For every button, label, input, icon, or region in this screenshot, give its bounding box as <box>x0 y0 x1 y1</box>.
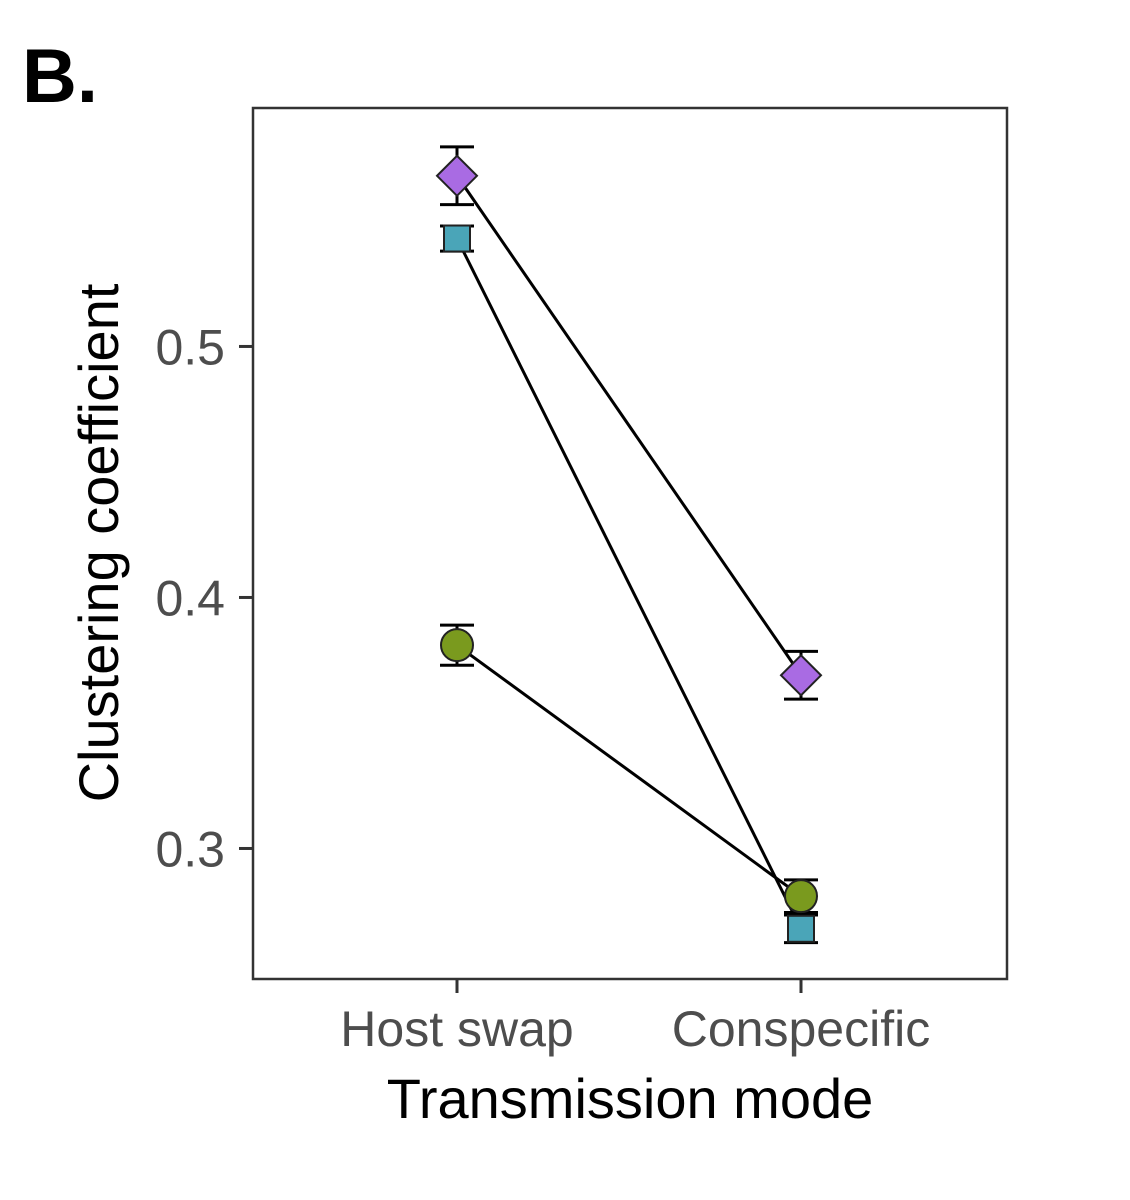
circle-point <box>784 879 818 914</box>
series-line <box>456 643 802 898</box>
circle-point <box>440 628 474 663</box>
square-point <box>787 914 815 943</box>
x-axis-title: Transmission mode <box>387 1067 874 1130</box>
diamond-point <box>435 154 479 198</box>
plot-panel <box>251 106 1009 981</box>
y-axis: 0.3 0.4 0.5 <box>155 319 253 877</box>
y-tick-label: 0.5 <box>155 319 225 375</box>
series-line <box>455 237 803 930</box>
series-line <box>455 174 803 677</box>
diamond-point <box>779 653 823 697</box>
series-lines <box>455 174 803 930</box>
y-tick-label: 0.4 <box>155 570 225 626</box>
x-tick-label: Host swap <box>340 1001 573 1057</box>
y-tick-label: 0.3 <box>155 821 225 877</box>
square-point <box>443 224 471 253</box>
x-axis: Host swap Conspecific <box>340 979 930 1057</box>
data-points <box>435 154 823 943</box>
panel-label: B. <box>22 34 98 119</box>
x-tick-label: Conspecific <box>672 1001 930 1057</box>
y-axis-title: Clustering coefficient <box>67 283 130 802</box>
